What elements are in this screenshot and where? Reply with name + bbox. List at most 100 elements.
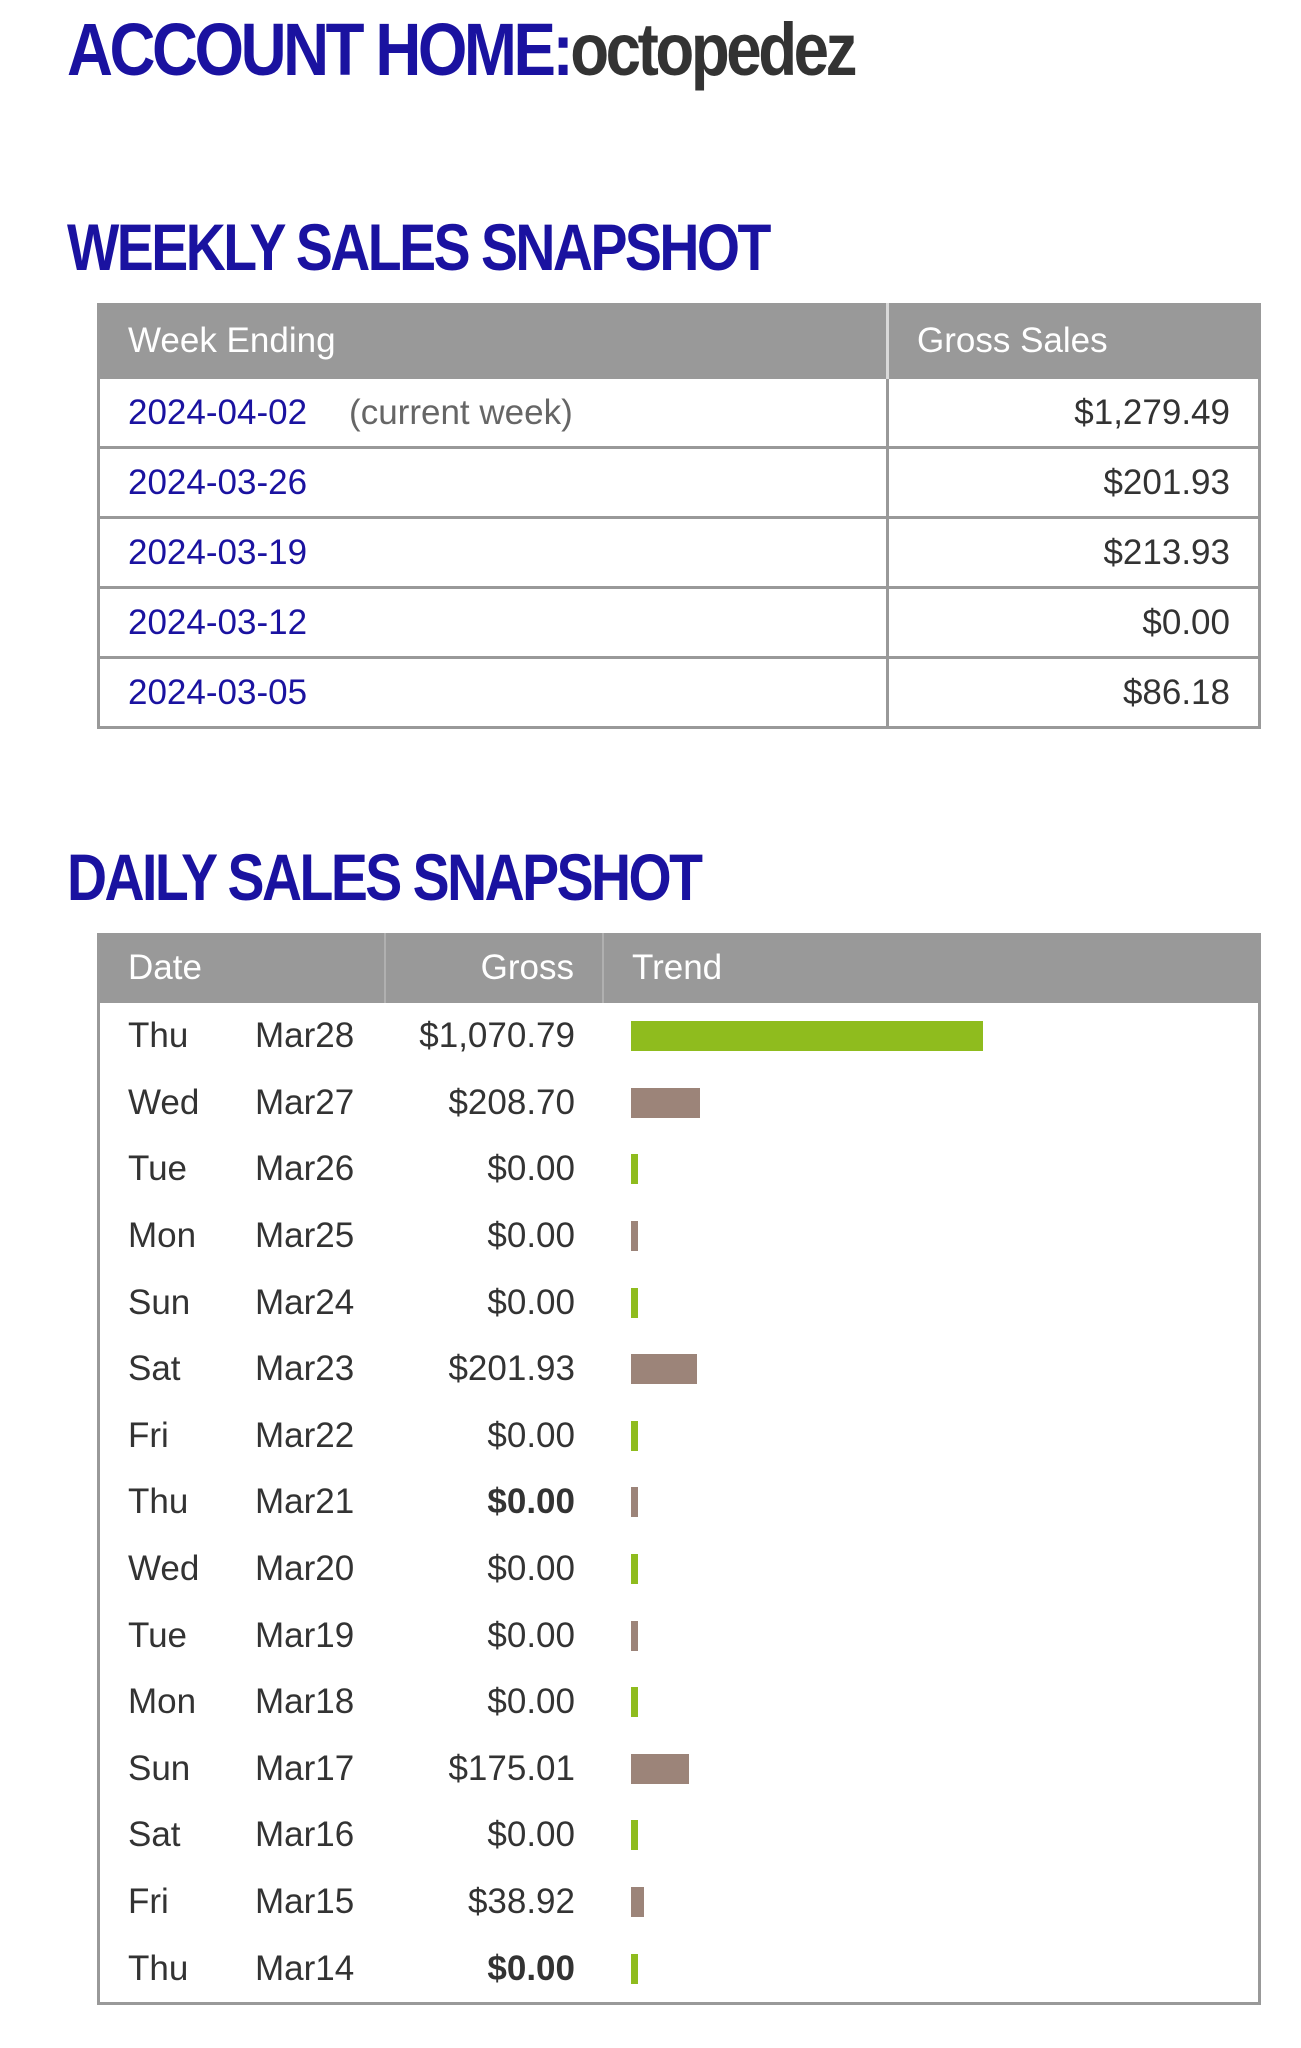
- daily-date-cell: Sun Mar17: [99, 1736, 386, 1803]
- daily-table-row: Sun Mar17 $175.01: [99, 1736, 1260, 1803]
- daily-table-row: Thu Mar14 $0.00: [99, 1935, 1260, 2003]
- page-title: ACCOUNT HOME:octopedez: [67, 4, 857, 96]
- trend-bar: [631, 1687, 638, 1718]
- weekly-table-row: 2024-04-02 (current week) $1,279.49: [98, 376, 1260, 448]
- week-ending-link[interactable]: 2024-03-26: [128, 462, 308, 502]
- day-date: Mar16: [255, 1815, 355, 1855]
- daily-gross-cell: $0.00: [487, 1948, 575, 1988]
- weekly-gross-sales-cell: $201.93: [886, 446, 1260, 518]
- day-date: Mar24: [255, 1282, 355, 1322]
- weekly-sales-heading: WEEKLY SALES SNAPSHOT: [67, 210, 771, 284]
- daily-col-trend: Trend: [602, 933, 1260, 1003]
- daily-date-cell: Sun Mar24: [99, 1269, 386, 1336]
- weekly-col-week-ending: Week Ending: [98, 304, 888, 378]
- week-ending-link[interactable]: 2024-03-12: [128, 602, 308, 642]
- daily-sales-heading: DAILY SALES SNAPSHOT: [67, 840, 703, 914]
- day-date: Mar25: [255, 1216, 355, 1256]
- trend-bar: [631, 1021, 983, 1052]
- trend-bar: [631, 1354, 697, 1385]
- day-date: Mar23: [255, 1349, 355, 1389]
- week-ending-link[interactable]: 2024-03-05: [128, 672, 308, 712]
- daily-trend-cell: [603, 1802, 1260, 1869]
- week-ending-cell: 2024-03-05: [98, 656, 888, 728]
- daily-date-cell: Mon Mar25: [99, 1203, 386, 1270]
- day-date: Mar20: [255, 1549, 355, 1589]
- day-of-week: Thu: [128, 1016, 189, 1056]
- daily-trend-cell: [603, 1536, 1260, 1603]
- trend-bar: [631, 1154, 638, 1185]
- daily-gross-cell: $0.00: [487, 1482, 575, 1522]
- day-date: Mar27: [255, 1082, 355, 1122]
- daily-trend-cell: [603, 1602, 1260, 1669]
- daily-table-row: Thu Mar28 $1,070.79: [99, 1003, 1260, 1070]
- page-title-label: ACCOUNT HOME:: [67, 8, 574, 91]
- week-ending-link[interactable]: 2024-03-19: [128, 532, 308, 572]
- week-ending-link[interactable]: 2024-04-02: [128, 392, 308, 432]
- daily-trend-cell: [603, 1669, 1260, 1736]
- trend-bar: [631, 1554, 638, 1585]
- day-of-week: Wed: [128, 1549, 200, 1589]
- daily-sales-table: Date Gross Trend Thu Mar28 $1,070.79 Wed Mar…: [97, 933, 1261, 2005]
- weekly-table-row: 2024-03-19 $213.93: [98, 516, 1260, 588]
- daily-trend-cell: [603, 1736, 1260, 1803]
- trend-bar: [631, 1287, 638, 1318]
- daily-table-row: Sat Mar16 $0.00: [99, 1802, 1260, 1869]
- day-of-week: Fri: [128, 1415, 169, 1455]
- daily-table-row: Sun Mar24 $0.00: [99, 1269, 1260, 1336]
- day-date: Mar26: [255, 1149, 355, 1189]
- day-of-week: Wed: [128, 1082, 200, 1122]
- trend-bar: [631, 1887, 644, 1918]
- day-of-week: Mon: [128, 1216, 197, 1256]
- daily-date-cell: Tue Mar26: [99, 1136, 386, 1203]
- weekly-table-row: 2024-03-12 $0.00: [98, 586, 1260, 658]
- daily-date-cell: Wed Mar27: [99, 1070, 386, 1137]
- trend-bar: [631, 1420, 638, 1451]
- account-username: octopedez: [570, 8, 857, 91]
- weekly-gross-sales-cell: $0.00: [886, 586, 1260, 658]
- weekly-table-row: 2024-03-05 $86.18: [98, 656, 1260, 728]
- daily-gross-cell: $208.70: [448, 1082, 575, 1122]
- daily-date-cell: Sat Mar16: [99, 1802, 386, 1869]
- day-of-week: Tue: [128, 1615, 188, 1655]
- trend-bar: [631, 1820, 638, 1851]
- daily-date-cell: Thu Mar14: [99, 1935, 386, 2003]
- trend-bar: [631, 1953, 638, 1984]
- weekly-table-row: 2024-03-26 $201.93: [98, 446, 1260, 518]
- trend-bar: [631, 1753, 689, 1784]
- daily-col-gross: Gross: [384, 933, 603, 1003]
- day-date: Mar21: [255, 1482, 355, 1522]
- daily-trend-cell: [603, 1136, 1260, 1203]
- daily-trend-cell: [603, 1869, 1260, 1936]
- day-of-week: Fri: [128, 1882, 169, 1922]
- week-ending-cell: 2024-03-12: [98, 586, 888, 658]
- daily-table-row: Fri Mar15 $38.92: [99, 1869, 1260, 1936]
- daily-gross-cell: $0.00: [487, 1149, 575, 1189]
- weekly-table-header-row: Week Ending Gross Sales: [98, 304, 1260, 378]
- daily-trend-cell: [603, 1203, 1260, 1270]
- day-date: Mar22: [255, 1415, 355, 1455]
- daily-gross-cell: $0.00: [487, 1282, 575, 1322]
- weekly-sales-table: Week Ending Gross Sales 2024-04-02 (curre…: [97, 303, 1261, 729]
- daily-trend-cell: [603, 1935, 1260, 2003]
- daily-table-row: Wed Mar20 $0.00: [99, 1536, 1260, 1603]
- day-date: Mar18: [255, 1682, 355, 1722]
- week-ending-cell: 2024-04-02 (current week): [98, 376, 888, 448]
- week-ending-cell: 2024-03-19: [98, 516, 888, 588]
- daily-gross-cell: $1,070.79: [419, 1016, 575, 1056]
- day-date: Mar15: [255, 1882, 355, 1922]
- daily-date-cell: Fri Mar15: [99, 1869, 386, 1936]
- day-of-week: Sun: [128, 1282, 191, 1322]
- daily-date-cell: Fri Mar22: [99, 1403, 386, 1470]
- weekly-gross-sales-cell: $1,279.49: [886, 376, 1260, 448]
- daily-trend-cell: [603, 1269, 1260, 1336]
- trend-bar: [631, 1620, 638, 1651]
- daily-gross-cell: $0.00: [487, 1415, 575, 1455]
- daily-date-cell: Tue Mar19: [99, 1602, 386, 1669]
- week-ending-cell: 2024-03-26: [98, 446, 888, 518]
- daily-gross-cell: $0.00: [487, 1549, 575, 1589]
- daily-gross-cell: $175.01: [448, 1748, 575, 1788]
- daily-trend-cell: [603, 1403, 1260, 1470]
- weekly-gross-sales-cell: $86.18: [886, 656, 1260, 728]
- daily-gross-cell: $201.93: [448, 1349, 575, 1389]
- daily-trend-cell: [603, 1336, 1260, 1403]
